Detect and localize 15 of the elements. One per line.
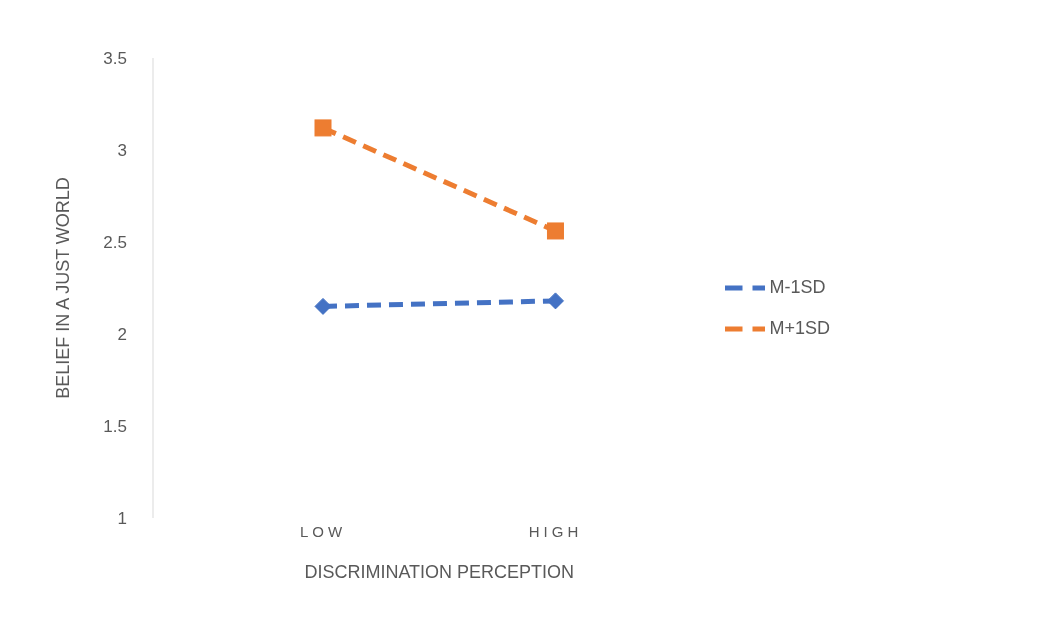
y-tick-label: 1.5 — [103, 417, 127, 437]
x-tick-label: LOW — [299, 522, 347, 540]
point — [314, 297, 332, 315]
legend-label: M-1SD — [769, 276, 826, 297]
x-axis-title: DISCRIMINATION PERCEPTION — [304, 562, 575, 582]
legend-label: M+1SD — [769, 318, 830, 338]
y-tick-label: 3.5 — [103, 49, 127, 69]
y-tick-label: 1 — [117, 509, 127, 529]
y-tick-label: 2 — [117, 325, 127, 345]
x-tick-label: HIGH — [528, 522, 583, 540]
point — [314, 119, 332, 137]
point — [546, 222, 564, 240]
y-tick-label: 3 — [117, 141, 127, 161]
y-tick-label: 2.5 — [103, 233, 127, 253]
y-axis-title: BELIEF IN A JUST WORLD — [53, 177, 74, 399]
